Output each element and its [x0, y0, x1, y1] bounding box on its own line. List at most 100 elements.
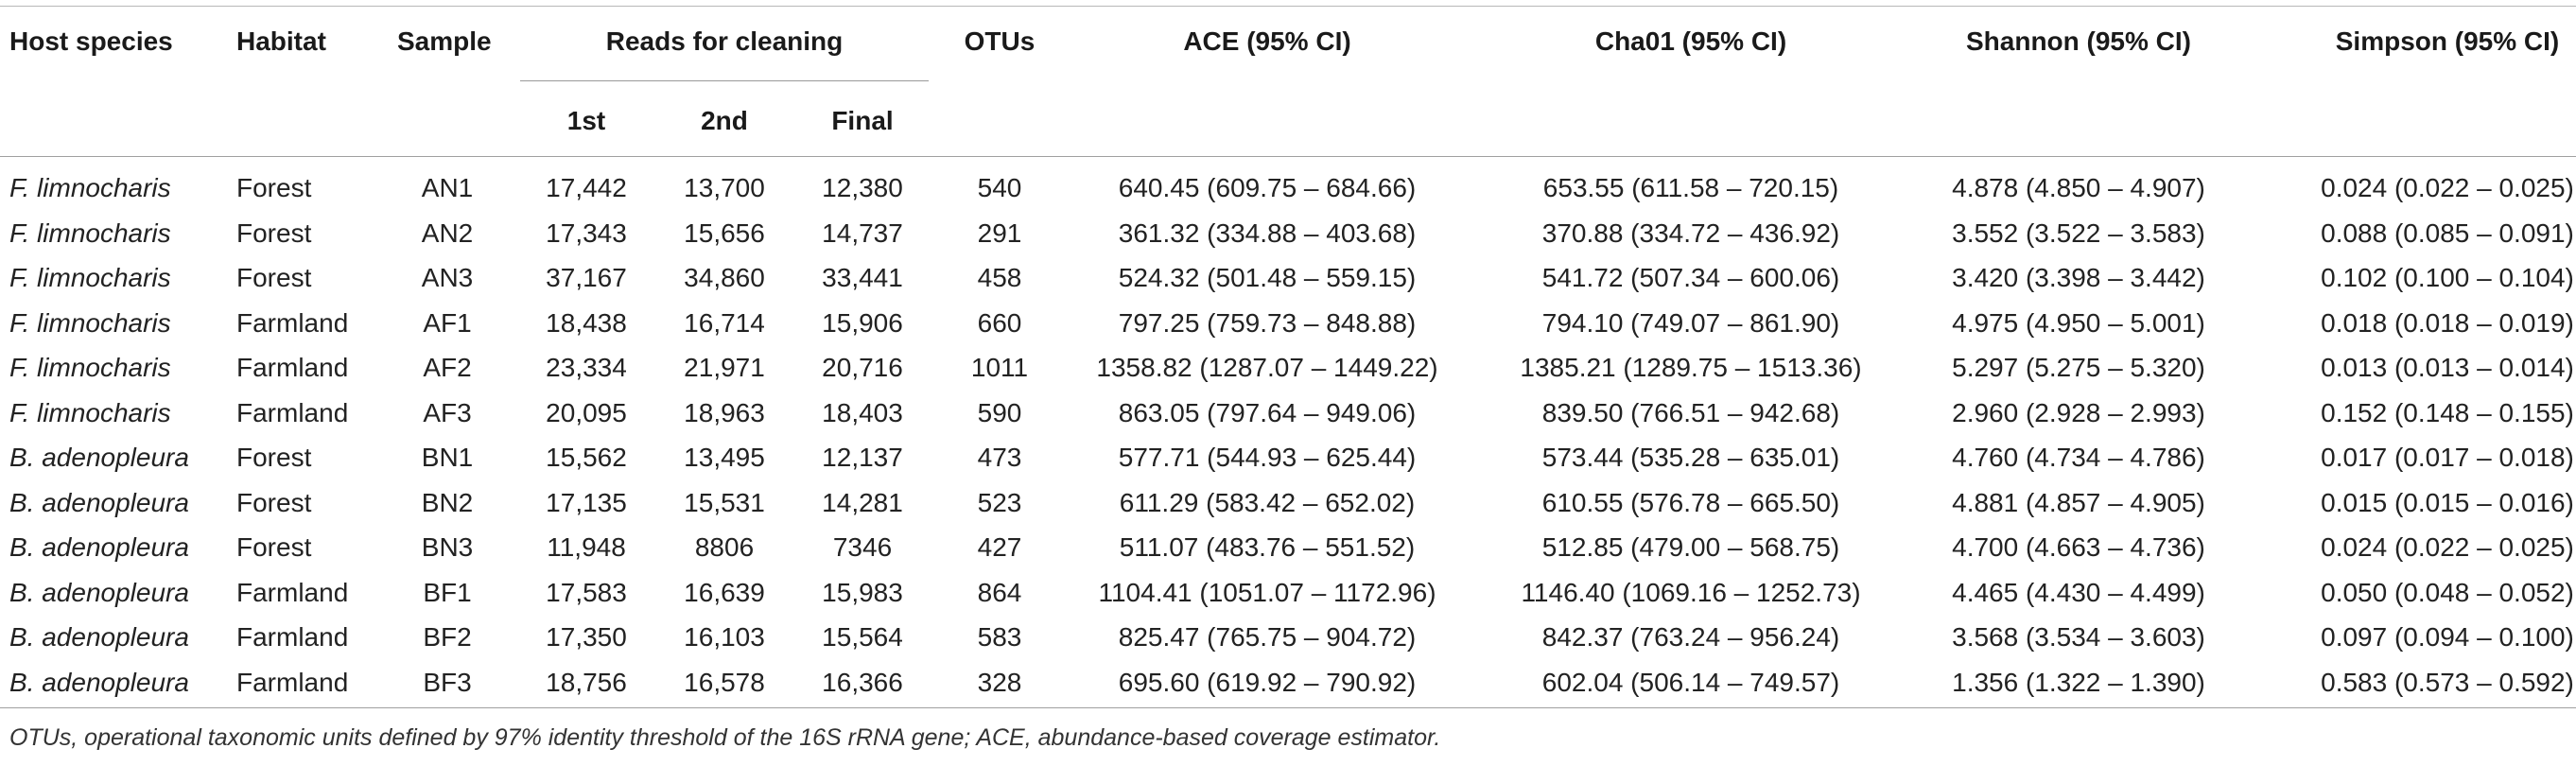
cell-simpson: 0.088 (0.085 – 0.091) [2321, 218, 2574, 248]
table-row: F. limnocharis Farmland AF3 20,095 18,963 18,… [0, 392, 2576, 437]
cell-reads-2nd: 16,714 [684, 307, 765, 338]
cell-sample: AN3 [421, 263, 474, 292]
cell-reads-1st: 18,756 [546, 667, 627, 697]
cell-chao1: 370.88 (334.72 – 436.92) [1541, 218, 1840, 248]
cell-habitat: Farmland [236, 307, 349, 338]
table-row: B. adenopleura Farmland BF3 18,756 16,578 16,… [0, 661, 2576, 706]
cell-reads-1st: 17,135 [546, 487, 627, 517]
header-simpson: Simpson (95% CI) [2335, 26, 2560, 56]
cell-shannon: 4.700 (4.663 – 4.736) [1952, 532, 2205, 562]
cell-chao1: 512.85 (479.00 – 568.75) [1541, 532, 1840, 562]
cell-reads-1st: 23,334 [546, 353, 627, 382]
cell-chao1: 541.72 (507.34 – 600.06) [1541, 263, 1840, 292]
cell-chao1: 610.55 (576.78 – 665.50) [1541, 487, 1840, 517]
cell-reads-final: 16,366 [822, 667, 903, 697]
cell-reads-2nd: 16,103 [684, 622, 765, 652]
cell-otus: 1011 [970, 353, 1029, 382]
cell-host-species: F. limnocharis [9, 263, 171, 292]
header-sample: Sample [397, 26, 492, 56]
cell-host-species: F. limnocharis [9, 218, 171, 248]
cell-chao1: 602.04 (506.14 – 749.57) [1541, 667, 1840, 697]
cell-sample: AN1 [421, 173, 474, 202]
cell-otus: 590 [977, 397, 1022, 427]
reads-group-rule [520, 80, 929, 81]
cell-simpson: 0.018 (0.018 – 0.019) [2321, 307, 2574, 338]
cell-shannon: 4.878 (4.850 – 4.907) [1952, 173, 2205, 202]
cell-ace: 825.47 (765.75 – 904.72) [1118, 622, 1417, 652]
cell-sample: BF2 [423, 622, 472, 652]
cell-sample: BN1 [421, 443, 474, 472]
header-reads-group: Reads for cleaning [605, 26, 844, 56]
cell-otus: 583 [977, 622, 1022, 652]
cell-simpson: 0.024 (0.022 – 0.025) [2321, 532, 2574, 562]
bottom-rule [0, 707, 2576, 708]
cell-reads-final: 7346 [832, 532, 893, 562]
cell-sample: AF2 [423, 353, 472, 382]
header-shannon: Shannon (95% CI) [1965, 26, 2192, 56]
cell-reads-2nd: 15,656 [684, 218, 765, 248]
table-row: F. limnocharis Forest AN1 17,442 13,700 12,38… [0, 166, 2576, 212]
cell-habitat: Farmland [236, 577, 349, 607]
cell-host-species: B. adenopleura [9, 487, 189, 517]
cell-ace: 1358.82 (1287.07 – 1449.22) [1096, 353, 1438, 382]
cell-reads-2nd: 34,860 [684, 263, 765, 292]
cell-ace: 797.25 (759.73 – 848.88) [1118, 307, 1417, 338]
cell-simpson: 0.050 (0.048 – 0.052) [2321, 577, 2574, 607]
cell-shannon: 3.552 (3.522 – 3.583) [1952, 218, 2205, 248]
cell-otus: 523 [977, 487, 1022, 517]
cell-habitat: Forest [236, 443, 312, 472]
cell-host-species: B. adenopleura [9, 532, 189, 562]
cell-reads-final: 14,737 [822, 218, 903, 248]
cell-reads-2nd: 8806 [694, 532, 755, 562]
cell-chao1: 842.37 (763.24 – 956.24) [1541, 622, 1840, 652]
cell-shannon: 3.420 (3.398 – 3.442) [1952, 263, 2205, 292]
cell-habitat: Forest [236, 532, 312, 562]
cell-ace: 611.29 (583.42 – 652.02) [1119, 487, 1416, 517]
header-reads-1st: 1st [566, 106, 606, 135]
header-ace: ACE (95% CI) [1183, 26, 1351, 56]
cell-reads-final: 15,564 [822, 622, 903, 652]
table-row: B. adenopleura Farmland BF2 17,350 16,103 15,… [0, 616, 2576, 661]
cell-host-species: F. limnocharis [9, 353, 171, 382]
cell-sample: AF1 [423, 307, 472, 338]
cell-reads-2nd: 15,531 [684, 487, 765, 517]
header-reads-2nd: 2nd [701, 106, 748, 135]
cell-sample: BF1 [423, 577, 472, 607]
cell-chao1: 1146.40 (1069.16 – 1252.73) [1521, 577, 1861, 607]
cell-otus: 328 [977, 667, 1022, 697]
cell-host-species: B. adenopleura [9, 622, 189, 652]
cell-ace: 577.71 (544.93 – 625.44) [1118, 443, 1417, 472]
cell-otus: 660 [977, 307, 1022, 338]
cell-ace: 361.32 (334.88 – 403.68) [1118, 218, 1417, 248]
table-row: F. limnocharis Farmland AF2 23,334 21,971 20,… [0, 346, 2576, 392]
cell-sample: BN2 [421, 487, 474, 517]
cell-shannon: 1.356 (1.322 – 1.390) [1952, 667, 2205, 697]
cell-habitat: Forest [236, 218, 312, 248]
cell-chao1: 1385.21 (1289.75 – 1513.36) [1520, 353, 1862, 382]
cell-habitat: Farmland [236, 622, 349, 652]
cell-ace: 1104.41 (1051.07 – 1172.96) [1098, 577, 1436, 607]
cell-otus: 427 [977, 532, 1022, 562]
cell-ace: 524.32 (501.48 – 559.15) [1118, 263, 1417, 292]
cell-simpson: 0.152 (0.148 – 0.155) [2321, 397, 2574, 427]
cell-host-species: B. adenopleura [9, 443, 189, 472]
cell-sample: BN3 [421, 532, 474, 562]
cell-reads-final: 33,441 [822, 263, 903, 292]
table-row: F. limnocharis Forest AN2 17,343 15,656 14,73… [0, 212, 2576, 257]
cell-simpson: 0.024 (0.022 – 0.025) [2321, 173, 2574, 202]
cell-host-species: F. limnocharis [9, 397, 171, 427]
cell-reads-final: 18,403 [822, 397, 903, 427]
cell-shannon: 5.297 (5.275 – 5.320) [1952, 353, 2205, 382]
cell-simpson: 0.013 (0.013 – 0.014) [2321, 353, 2574, 382]
cell-habitat: Forest [236, 263, 312, 292]
cell-reads-2nd: 13,495 [684, 443, 765, 472]
table-row: F. limnocharis Farmland AF1 18,438 16,714 15,… [0, 302, 2576, 347]
cell-habitat: Farmland [236, 397, 349, 427]
cell-chao1: 573.44 (535.28 – 635.01) [1541, 443, 1840, 472]
cell-reads-1st: 11,948 [547, 532, 626, 562]
top-rule [0, 6, 2576, 7]
cell-host-species: F. limnocharis [9, 307, 171, 338]
header-habitat: Habitat [236, 26, 326, 56]
cell-habitat: Forest [236, 487, 312, 517]
